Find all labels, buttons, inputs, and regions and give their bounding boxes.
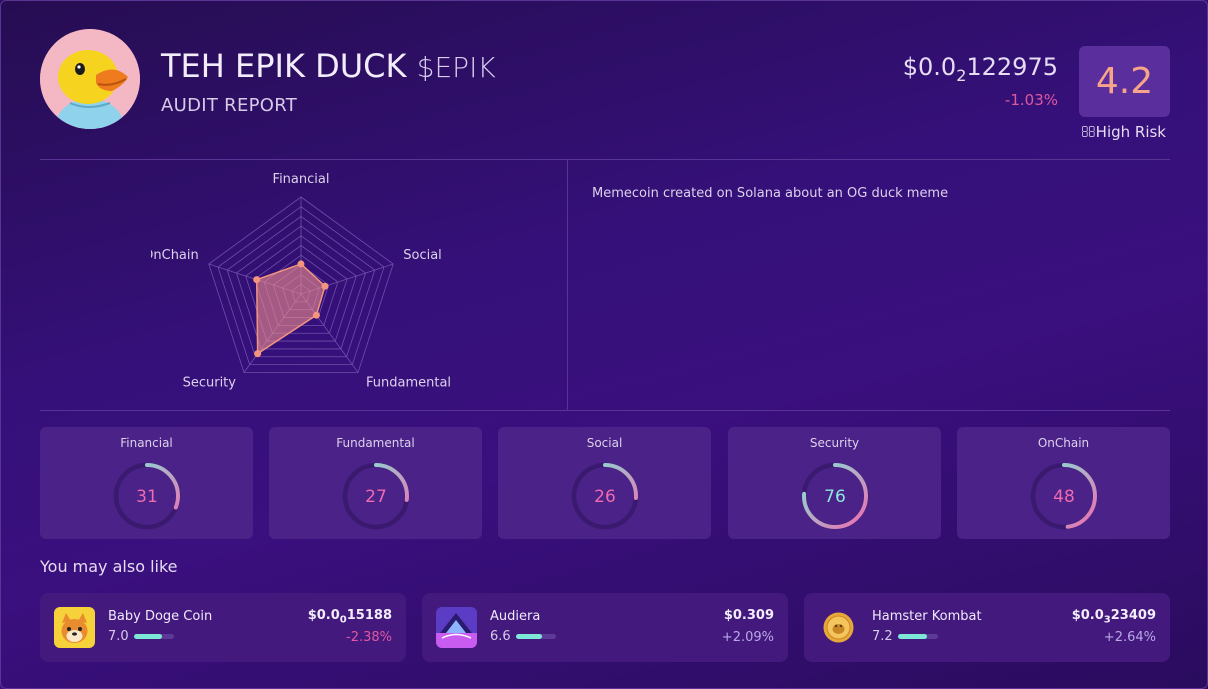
- price-block: $0.02122975 -1.03%: [903, 53, 1058, 109]
- token-description: Memecoin created on Solana about an OG d…: [592, 186, 949, 201]
- score-gauge: 76: [801, 462, 869, 530]
- radar-grid-ring: [245, 235, 357, 342]
- baby-doge-icon: [54, 607, 95, 648]
- token-name: TEH EPIK DUCK: [161, 47, 407, 85]
- risk-label: High Risk: [1081, 123, 1166, 141]
- token-ticker: $EPIK: [416, 51, 496, 84]
- rec-name: Audiera: [490, 609, 541, 624]
- divider-bottom: [40, 410, 1170, 411]
- radar-chart: Financial Social Fundamental Security OnChai…: [151, 172, 451, 390]
- rec-change: +2.09%: [721, 630, 774, 645]
- gauge-value: 31: [136, 487, 158, 507]
- rec-score: 7.2: [872, 629, 893, 644]
- radar-axis-label: Security: [183, 375, 237, 390]
- rec-score-bar: [516, 634, 556, 639]
- score-card-title: Financial: [120, 436, 173, 450]
- gauge-value: 26: [594, 487, 616, 507]
- score-gauge: 48: [1030, 462, 1098, 530]
- rec-score-bar: [898, 634, 938, 639]
- radar-axis-label: OnChain: [151, 248, 199, 263]
- token-header: TEH EPIK DUCK $EPIK AUDIT REPORT $0.0212…: [40, 29, 1170, 141]
- price-prefix: $0.0: [902, 53, 957, 81]
- divider-top: [40, 159, 1170, 160]
- recommendation-card[interactable]: Hamster Kombat 7.2 $0.0323409 +2.64%: [804, 593, 1170, 662]
- score-cards: Financial 31 Fundamental 27 Social 26 Security…: [40, 427, 1170, 539]
- rec-score-bar: [134, 634, 174, 639]
- price-digits: 122975: [966, 53, 1058, 81]
- score-card-title: Fundamental: [336, 436, 415, 450]
- rec-price-prefix: $0.0: [1071, 608, 1104, 623]
- radar-grid-ring: [235, 225, 367, 350]
- rec-price-prefix: $0.309: [723, 608, 774, 623]
- radar-grid-ring: [217, 206, 385, 366]
- rec-price: $0.0323409: [1072, 608, 1156, 626]
- radar-grid-ring: [254, 245, 348, 334]
- rec-change: +2.64%: [1103, 630, 1156, 645]
- report-subtitle: AUDIT REPORT: [161, 95, 298, 116]
- radar-axis-label: Social: [403, 248, 442, 263]
- score-card-title: OnChain: [1037, 436, 1090, 450]
- gauge-arc: [343, 463, 409, 529]
- radar-data-area: [255, 263, 326, 356]
- token-price: $0.02122975: [903, 53, 1058, 85]
- radar-data-point: [254, 350, 262, 358]
- also-like-heading: You may also like: [40, 557, 178, 576]
- rec-score-bar-fill: [516, 634, 543, 639]
- token-title: TEH EPIK DUCK $EPIK: [161, 47, 496, 85]
- rec-name: Baby Doge Coin: [108, 609, 213, 624]
- score-card-security: Security 76: [728, 427, 941, 539]
- rec-price-digits: 23409: [1110, 608, 1156, 623]
- rec-score-bar-fill: [898, 634, 927, 639]
- gauge-value: 27: [365, 487, 387, 507]
- radar-data-point: [321, 282, 329, 290]
- rec-score-bar-fill: [134, 634, 162, 639]
- rec-score: 6.6: [490, 629, 511, 644]
- title-block: TEH EPIK DUCK $EPIK AUDIT REPORT: [161, 47, 496, 116]
- radar-axis-label: Fundamental: [366, 375, 451, 390]
- score-card-financial: Financial 31: [40, 427, 253, 539]
- score-gauge: 31: [113, 462, 181, 530]
- price-change: -1.03%: [1004, 90, 1058, 109]
- gauge-arc: [1031, 463, 1097, 529]
- overall-score-badge: 4.2: [1079, 46, 1170, 117]
- rec-price-zero-count: 0: [339, 614, 347, 626]
- rec-score: 7.0: [108, 629, 129, 644]
- price-zero-count: 2: [956, 65, 967, 85]
- audiera-icon: [436, 607, 477, 648]
- gauge-value: 48: [1053, 487, 1075, 507]
- radar-data-point: [253, 276, 261, 284]
- radar-grid-ring: [226, 215, 376, 358]
- divider-vertical: [567, 160, 568, 410]
- score-card-onchain: OnChain 48: [957, 427, 1170, 539]
- rec-price-prefix: $0.0: [307, 608, 340, 623]
- score-gauge: 27: [342, 462, 410, 530]
- rec-price-zero-count: 3: [1103, 614, 1111, 626]
- score-card-social: Social 26: [498, 427, 711, 539]
- duck-icon: [40, 29, 140, 129]
- rec-price: $0.309: [724, 608, 774, 623]
- rec-change: -2.38%: [346, 630, 392, 645]
- gauge-arc: [572, 463, 638, 529]
- duck-avatar: [40, 29, 140, 129]
- radar-data-point: [312, 311, 320, 319]
- gauge-arc: [802, 463, 868, 529]
- gauge-arc: [114, 463, 180, 529]
- rec-name: Hamster Kombat: [872, 609, 982, 624]
- radar-grid-ring: [208, 196, 394, 373]
- rec-price: $0.0015188: [308, 608, 392, 626]
- score-card-title: Security: [809, 436, 860, 450]
- radar-data-point: [297, 260, 305, 268]
- recommendation-card[interactable]: Baby Doge Coin 7.0 $0.0015188 -2.38%: [40, 593, 406, 662]
- gauge-value: 76: [824, 487, 846, 507]
- radar-axis-label: Financial: [273, 172, 330, 187]
- score-card-title: Social: [586, 436, 623, 450]
- score-card-fundamental: Fundamental 27: [269, 427, 482, 539]
- score-gauge: 26: [571, 462, 639, 530]
- rec-price-digits: 15188: [346, 608, 392, 623]
- hamster-coin-icon: [818, 607, 859, 648]
- recommendation-card[interactable]: Audiera 6.6 $0.309 +2.09%: [422, 593, 788, 662]
